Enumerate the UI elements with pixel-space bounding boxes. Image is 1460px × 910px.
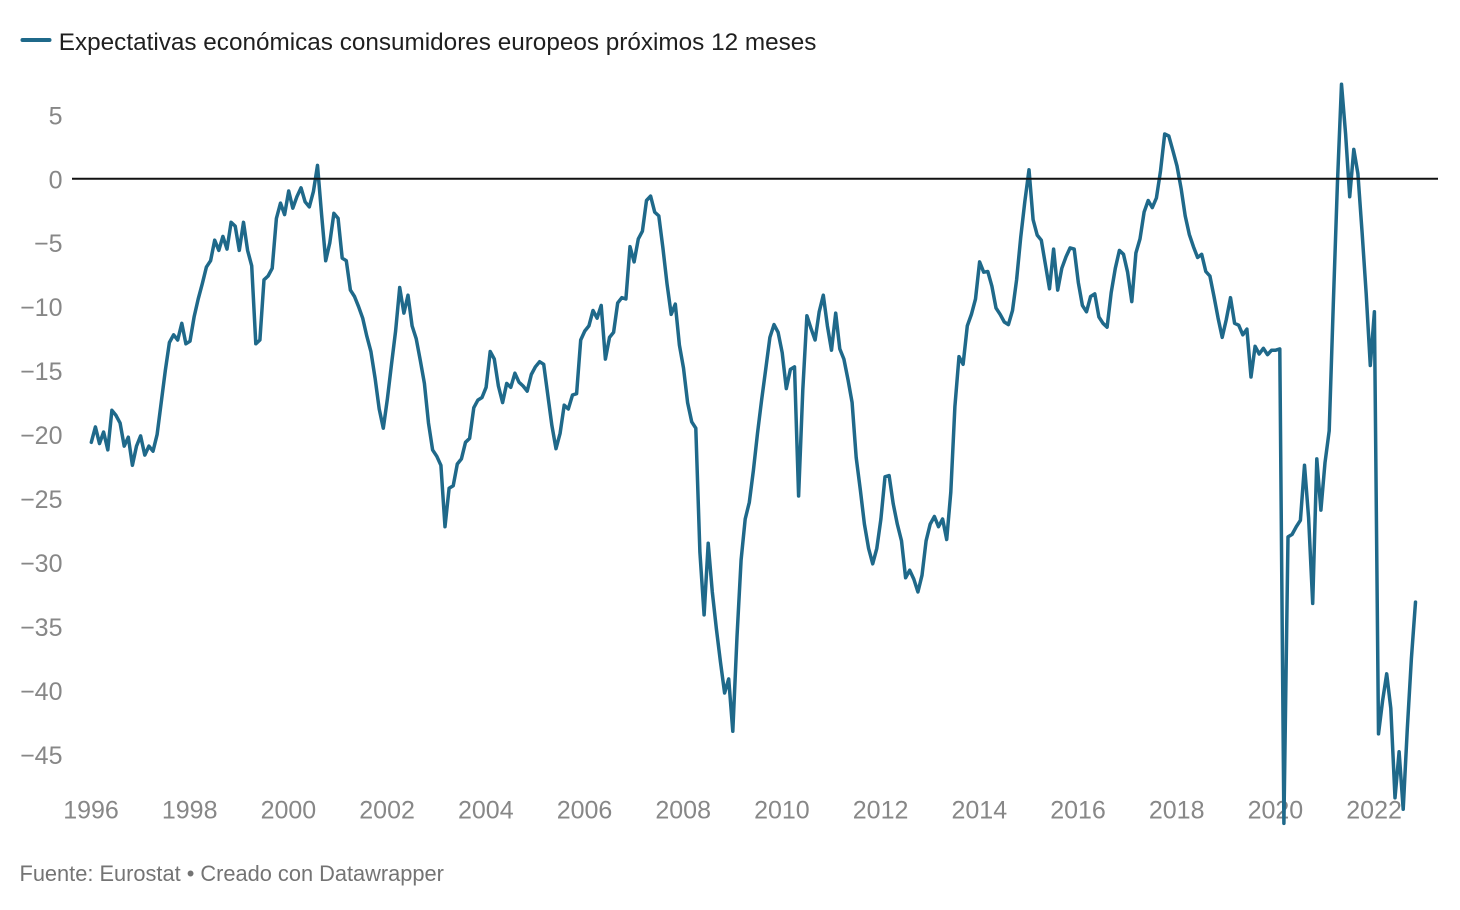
svg-text:0: 0	[49, 166, 63, 194]
svg-text:2004: 2004	[458, 796, 514, 824]
svg-text:2010: 2010	[754, 796, 810, 824]
svg-text:2020: 2020	[1248, 796, 1304, 824]
svg-text:−40: −40	[20, 678, 62, 706]
svg-text:2000: 2000	[261, 796, 317, 824]
svg-text:−35: −35	[20, 614, 62, 642]
svg-text:2018: 2018	[1149, 796, 1205, 824]
svg-text:−10: −10	[20, 294, 62, 322]
svg-text:5: 5	[49, 102, 63, 130]
svg-text:−25: −25	[20, 486, 62, 514]
svg-text:−20: −20	[20, 422, 62, 450]
svg-text:2006: 2006	[557, 796, 613, 824]
svg-text:2002: 2002	[359, 796, 415, 824]
svg-text:Fuente: Eurostat • Creado con: Fuente: Eurostat • Creado con Datawrappe…	[20, 861, 444, 886]
svg-text:−30: −30	[20, 550, 62, 578]
svg-text:−15: −15	[20, 358, 62, 386]
svg-text:−5: −5	[34, 230, 63, 258]
svg-text:−45: −45	[20, 742, 62, 770]
svg-text:1998: 1998	[162, 796, 218, 824]
svg-text:2022: 2022	[1346, 796, 1402, 824]
svg-text:2016: 2016	[1050, 796, 1106, 824]
svg-text:2008: 2008	[655, 796, 711, 824]
svg-text:Expectativas económicas consum: Expectativas económicas consumidores eur…	[59, 29, 817, 56]
svg-text:1996: 1996	[63, 796, 119, 824]
svg-text:2012: 2012	[853, 796, 909, 824]
svg-text:2014: 2014	[951, 796, 1007, 824]
